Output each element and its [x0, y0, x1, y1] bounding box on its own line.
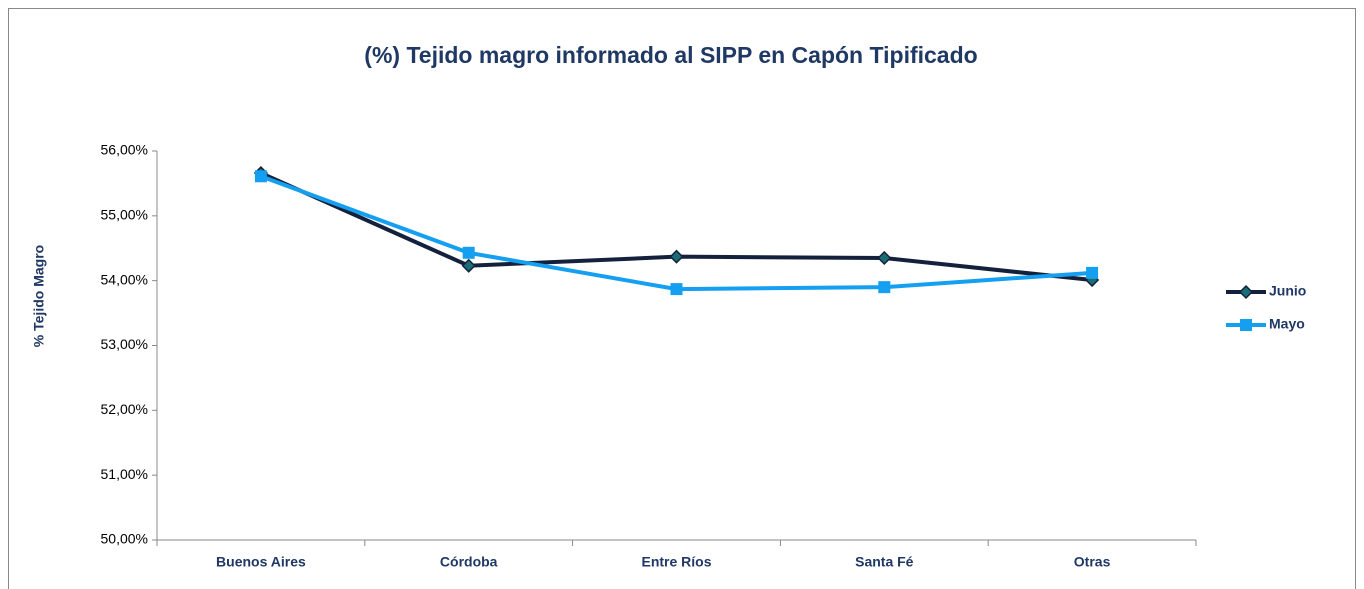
- y-tick-label: 54,00%: [101, 271, 148, 287]
- y-tick-label: 56,00%: [101, 142, 148, 158]
- x-tick-label: Buenos Aires: [216, 554, 306, 570]
- x-tick-label: Otras: [1074, 554, 1111, 570]
- legend-marker: [1240, 319, 1252, 331]
- legend-label: Junio: [1269, 283, 1306, 299]
- y-tick-label: 51,00%: [101, 466, 148, 482]
- y-axis-title: % Tejido Magro: [31, 245, 47, 347]
- y-tick-label: 53,00%: [101, 336, 148, 352]
- data-point: [254, 170, 267, 183]
- data-point: [461, 258, 476, 273]
- y-tick-label: 52,00%: [101, 401, 148, 417]
- legend-label: Mayo: [1269, 316, 1305, 332]
- data-point: [670, 283, 683, 296]
- chart-title: (%) Tejido magro informado al SIPP en Ca…: [364, 42, 977, 68]
- chart-frame: [8, 8, 1356, 589]
- y-tick-label: 55,00%: [101, 207, 148, 223]
- data-point: [669, 249, 684, 264]
- legend-marker: [1238, 284, 1254, 300]
- y-tick-label: 50,00%: [101, 531, 148, 547]
- data-point: [462, 246, 475, 259]
- data-point: [1086, 266, 1099, 279]
- data-point: [878, 281, 891, 294]
- x-tick-label: Entre Ríos: [641, 554, 711, 570]
- data-point: [877, 250, 892, 266]
- x-tick-label: Santa Fé: [855, 554, 914, 570]
- x-tick-label: Córdoba: [440, 554, 498, 570]
